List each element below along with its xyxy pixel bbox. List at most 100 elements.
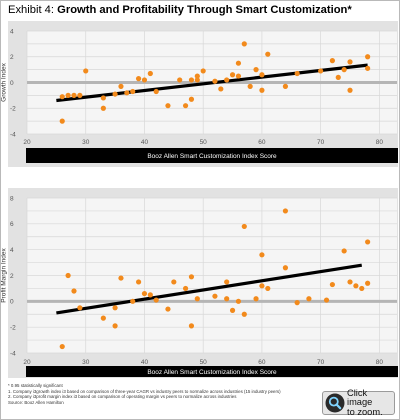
x-tick-label: 80 (376, 139, 384, 146)
x-tick-label: 30 (82, 359, 90, 366)
data-point (188, 77, 195, 83)
data-point (100, 315, 106, 321)
data-point (177, 77, 183, 83)
data-point (235, 73, 242, 79)
data-point (141, 77, 148, 83)
y-axis-label: Profit Margin Index (1, 247, 8, 302)
y-tick-label: 6 (10, 221, 14, 228)
data-point (141, 290, 148, 297)
data-point (194, 296, 200, 302)
y-tick-label: 0 (10, 299, 14, 306)
data-point (294, 70, 300, 77)
data-point (259, 87, 265, 93)
data-point (235, 60, 242, 66)
data-point (165, 306, 171, 312)
data-point (365, 280, 371, 286)
y-tick-label: -4 (10, 350, 16, 357)
data-point (365, 54, 371, 60)
y-tick-label: 0 (10, 80, 14, 87)
data-point (118, 275, 124, 281)
data-point (265, 285, 271, 292)
data-point (335, 74, 341, 80)
x-tick-label: 40 (141, 139, 149, 146)
data-point (329, 58, 335, 64)
data-point (147, 292, 153, 298)
data-point (135, 279, 142, 285)
x-tick-label: 60 (258, 359, 266, 366)
data-point (241, 223, 247, 230)
footnote-profit: 2. Company i3profit margin index i3 base… (8, 394, 237, 400)
data-point (112, 91, 118, 97)
data-point (194, 77, 200, 83)
data-point (135, 76, 142, 82)
data-point (153, 88, 159, 95)
zoom-label-line1: Click image (347, 387, 373, 408)
data-point (147, 70, 153, 77)
y-axis-label: Growth Index (1, 62, 8, 101)
x-tick-label: 60 (258, 139, 266, 146)
magnifier-icon (325, 393, 345, 413)
x-tick-label: 50 (200, 139, 208, 146)
data-point (188, 274, 195, 280)
y-tick-label: 8 (10, 195, 14, 202)
data-point (282, 265, 289, 271)
x-tick-label: 70 (317, 359, 325, 366)
data-point (265, 51, 271, 57)
zoom-label-line2: to zoom. (347, 406, 383, 417)
data-point (294, 300, 300, 306)
data-point (347, 279, 353, 285)
data-point (212, 293, 218, 299)
exhibit-title: Exhibit 4: Growth and Profitability Thro… (8, 4, 352, 16)
data-point (341, 67, 347, 73)
data-point (83, 68, 89, 74)
data-point (182, 103, 189, 109)
x-tick-label: 40 (141, 359, 149, 366)
data-point (124, 90, 130, 96)
data-point (77, 305, 83, 311)
data-point (100, 105, 106, 111)
data-point (130, 88, 136, 95)
x-tick-label: 50 (200, 359, 208, 366)
x-axis-label-bar (26, 148, 398, 163)
data-point (341, 248, 347, 254)
data-point (259, 283, 265, 289)
data-point (65, 272, 71, 279)
data-point (188, 323, 195, 329)
data-point (253, 296, 259, 302)
data-point (365, 65, 371, 71)
data-point (153, 297, 159, 303)
y-tick-label: -4 (10, 131, 16, 138)
data-point (347, 59, 353, 65)
exhibit-label: Exhibit 4: (8, 4, 55, 16)
y-tick-label: 4 (10, 247, 14, 254)
x-tick-label: 30 (82, 139, 90, 146)
data-point (59, 343, 65, 350)
x-tick-label: 80 (376, 359, 384, 366)
data-point (282, 208, 289, 214)
data-point (259, 72, 265, 78)
footnotes: * 0.95 statistically significant 1. Comp… (8, 383, 281, 405)
data-point (218, 86, 224, 92)
data-point (71, 92, 77, 98)
data-point (229, 72, 236, 78)
x-axis-label: Booz Allen Smart Customization Index Sco… (147, 369, 277, 376)
data-point (329, 281, 335, 288)
data-point (224, 296, 230, 302)
data-point (224, 279, 230, 285)
data-point (306, 296, 312, 302)
zoom-button[interactable]: Click image to zoom. (322, 387, 395, 417)
x-axis-label: Booz Allen Smart Customization Index Sco… (147, 153, 277, 160)
data-point (165, 103, 171, 109)
data-point (282, 83, 289, 89)
chart-title: Growth and Profitability Through Smart C… (57, 4, 352, 16)
data-point (118, 83, 124, 89)
x-tick-label: 20 (23, 359, 31, 366)
footnote-source: Source: Booz Allen Hamilton (8, 399, 64, 405)
data-point (188, 96, 195, 102)
data-point (194, 73, 200, 79)
data-point (235, 298, 242, 304)
data-point (200, 68, 206, 74)
y-tick-label: -2 (10, 324, 16, 331)
data-point (241, 41, 247, 47)
